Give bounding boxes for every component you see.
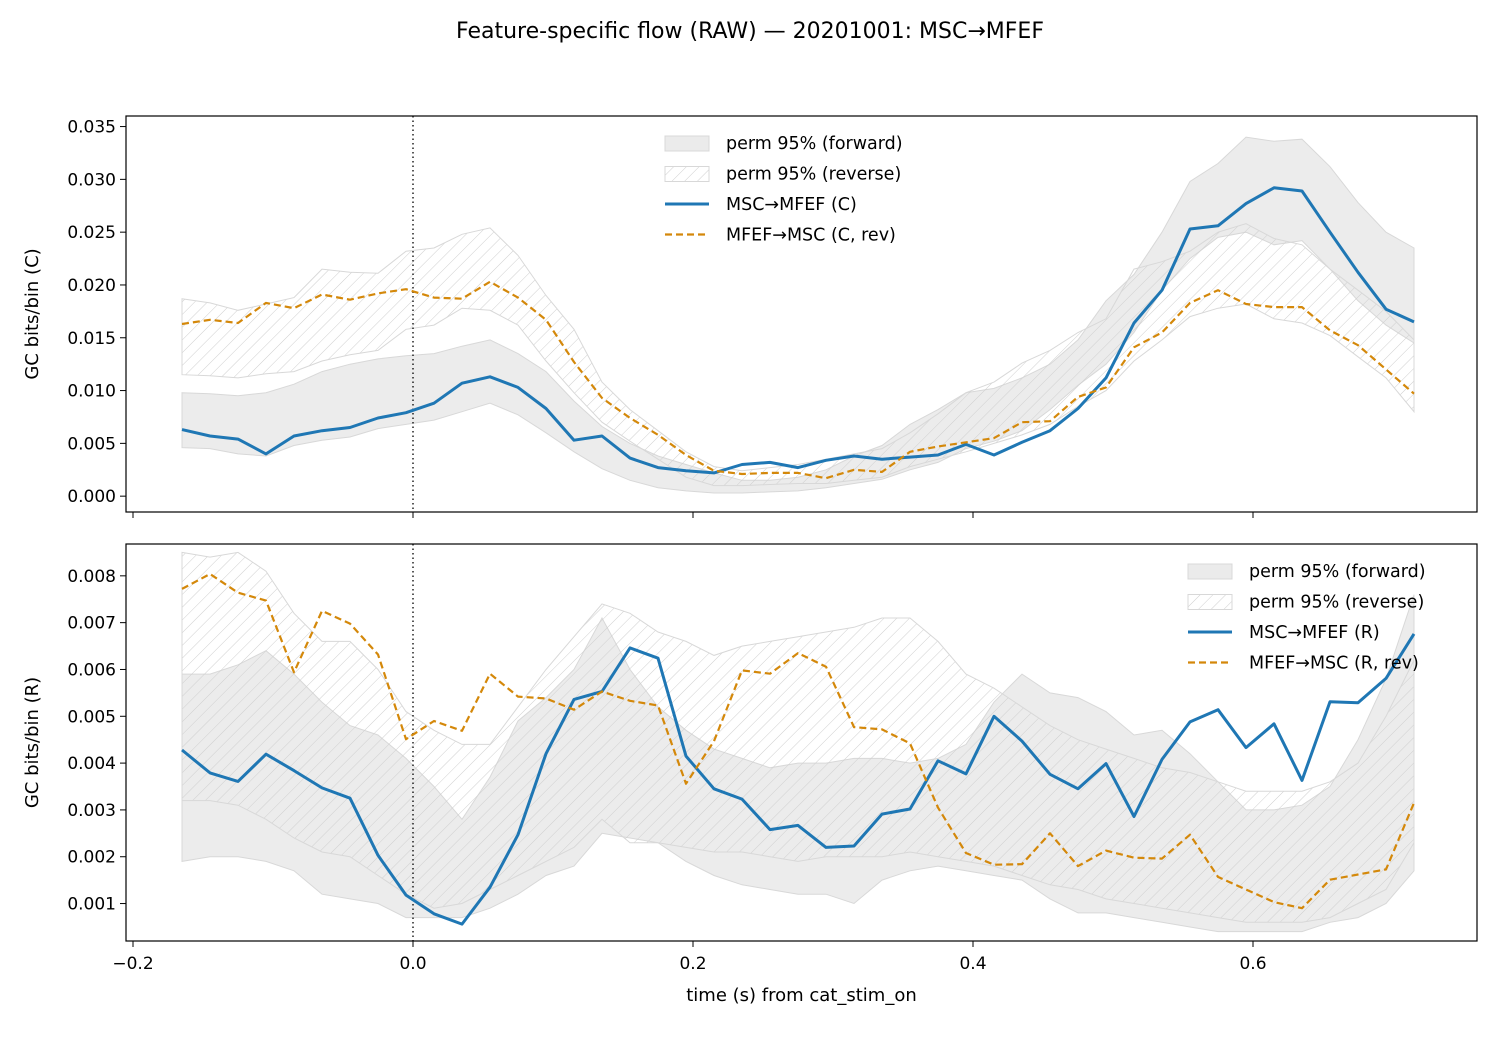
y-tick-label: 0.006 bbox=[67, 660, 116, 680]
legend-label: MFEF→MSC (C, rev) bbox=[726, 226, 896, 246]
y-tick-label: 0.003 bbox=[67, 801, 116, 821]
y-tick-label: 0.025 bbox=[67, 223, 116, 243]
bottom-panel: 0.001 0.002 0.003 0.004 0.005 0.006 0.007 0.008… bbox=[22, 543, 1478, 1006]
y-tick-label: 0.002 bbox=[67, 848, 116, 868]
legend-swatch-reverse-band bbox=[664, 166, 710, 182]
legend-item: perm 95% (reverse) bbox=[664, 165, 901, 185]
legend-label: perm 95% (forward) bbox=[726, 134, 903, 154]
legend: perm 95% (forward) perm 95% (reverse) MSC→… bbox=[664, 134, 903, 246]
legend-label: perm 95% (forward) bbox=[1249, 562, 1426, 582]
legend: perm 95% (forward) perm 95% (reverse) MSC→… bbox=[1187, 562, 1426, 674]
series-reverse-line bbox=[181, 572, 1416, 910]
legend-item: perm 95% (forward) bbox=[664, 134, 903, 154]
y-tick-label: 0.005 bbox=[67, 707, 116, 727]
plot-area bbox=[181, 544, 1416, 941]
y-tick-label: 0.000 bbox=[67, 487, 116, 507]
top-panel: 0.000 0.005 0.010 0.015 0.020 0.025 0.030 0.035… bbox=[22, 115, 1478, 518]
x-axis-label: time (s) from cat_stim_on bbox=[686, 985, 917, 1006]
legend-label: MSC→MFEF (C) bbox=[726, 195, 857, 215]
y-tick-label: 0.004 bbox=[67, 754, 116, 774]
series-reverse-line bbox=[181, 280, 1415, 480]
x-tick-label: 0.4 bbox=[959, 954, 986, 974]
legend-label: MSC→MFEF (R) bbox=[1249, 623, 1380, 643]
perm-band-reverse bbox=[181, 223, 1415, 487]
perm-band-reverse bbox=[181, 551, 1415, 923]
y-tick-label: 0.005 bbox=[67, 434, 116, 454]
legend-label: perm 95% (reverse) bbox=[1249, 593, 1424, 613]
series-forward-line bbox=[181, 633, 1416, 926]
y-tick-label: 0.010 bbox=[67, 382, 116, 402]
legend-label: MFEF→MSC (R, rev) bbox=[1249, 654, 1419, 674]
axes-frame bbox=[125, 543, 1478, 942]
legend-swatch-forward-band bbox=[664, 135, 710, 152]
y-tick-label: 0.001 bbox=[67, 895, 116, 915]
y-axis-label: GC bits/bin (C) bbox=[22, 248, 43, 379]
legend-item: MFEF→MSC (R, rev) bbox=[1188, 654, 1419, 674]
y-tick-label: 0.020 bbox=[67, 276, 116, 296]
legend-item: MFEF→MSC (C, rev) bbox=[665, 226, 896, 246]
x-tick-label: 0.2 bbox=[679, 954, 706, 974]
y-tick-label: 0.007 bbox=[67, 614, 116, 634]
x-tick-label: −0.2 bbox=[112, 954, 153, 974]
x-tick-label: 0.0 bbox=[399, 954, 426, 974]
y-tick-label: 0.030 bbox=[67, 170, 116, 190]
plot-area bbox=[181, 116, 1415, 512]
legend-item: perm 95% (reverse) bbox=[1187, 593, 1424, 613]
legend-item: perm 95% (forward) bbox=[1187, 562, 1426, 582]
y-tick-label: 0.035 bbox=[67, 118, 116, 138]
legend-item: MSC→MFEF (C) bbox=[665, 195, 857, 215]
figure-title: Feature-specific flow (RAW) — 20201001: … bbox=[456, 19, 1044, 44]
legend-swatch-forward-band bbox=[1187, 563, 1233, 580]
x-tick-label: 0.6 bbox=[1239, 954, 1266, 974]
axes-frame bbox=[125, 115, 1478, 513]
series-forward-line bbox=[181, 186, 1415, 475]
legend-swatch-reverse-band bbox=[1187, 594, 1233, 610]
y-axis-label: GC bits/bin (R) bbox=[22, 677, 43, 808]
y-tick-label: 0.015 bbox=[67, 329, 116, 349]
legend-item: MSC→MFEF (R) bbox=[1188, 623, 1380, 643]
y-tick-label: 0.008 bbox=[67, 567, 116, 587]
legend-label: perm 95% (reverse) bbox=[726, 165, 901, 185]
